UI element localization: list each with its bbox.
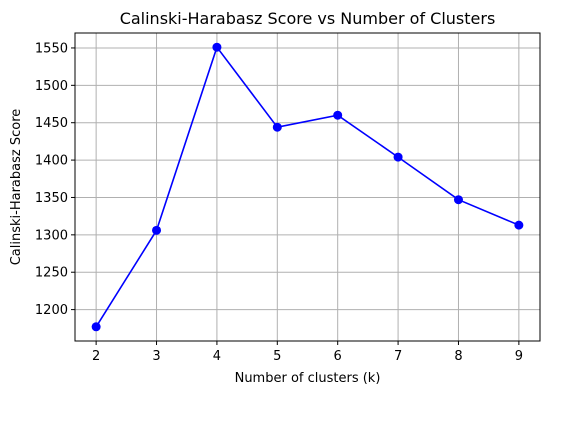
data-point	[333, 110, 343, 120]
x-tick-label: 8	[454, 349, 462, 364]
x-tick-label: 4	[213, 349, 221, 364]
chart-title: Calinski-Harabasz Score vs Number of Clu…	[120, 9, 496, 28]
tick-layer: 2 3 4 5 6 7 8 9 1200 1250 1300 1350 1400 1450 1500 1550	[35, 41, 523, 364]
x-tick-label: 3	[152, 349, 160, 364]
x-axis-label: Number of clusters (k)	[235, 371, 381, 386]
x-tick-label: 9	[515, 349, 523, 364]
grid-layer	[75, 33, 540, 341]
plot-area-frame	[74, 32, 541, 342]
data-point	[393, 152, 403, 162]
data-point	[272, 122, 282, 132]
y-tick-label: 1200	[35, 303, 68, 318]
data-point	[453, 195, 463, 205]
x-tick-label: 5	[273, 349, 281, 364]
y-tick-label: 1450	[35, 116, 68, 131]
data-point	[514, 220, 524, 230]
y-tick-label: 1500	[35, 79, 68, 94]
y-axis-label: Calinski-Harabasz Score	[9, 109, 24, 266]
y-tick-label: 1300	[35, 228, 68, 243]
y-tick-label: 1250	[35, 266, 68, 281]
x-tick-label: 2	[92, 349, 100, 364]
y-tick-label: 1550	[35, 41, 68, 56]
y-tick-label: 1400	[35, 154, 68, 169]
y-tick-label: 1350	[35, 191, 68, 206]
x-tick-label: 7	[394, 349, 402, 364]
series-layer	[91, 42, 524, 332]
x-tick-label: 6	[334, 349, 342, 364]
data-point	[91, 322, 101, 332]
series-line	[95, 45, 520, 328]
data-point	[212, 42, 222, 52]
data-point	[152, 225, 162, 235]
